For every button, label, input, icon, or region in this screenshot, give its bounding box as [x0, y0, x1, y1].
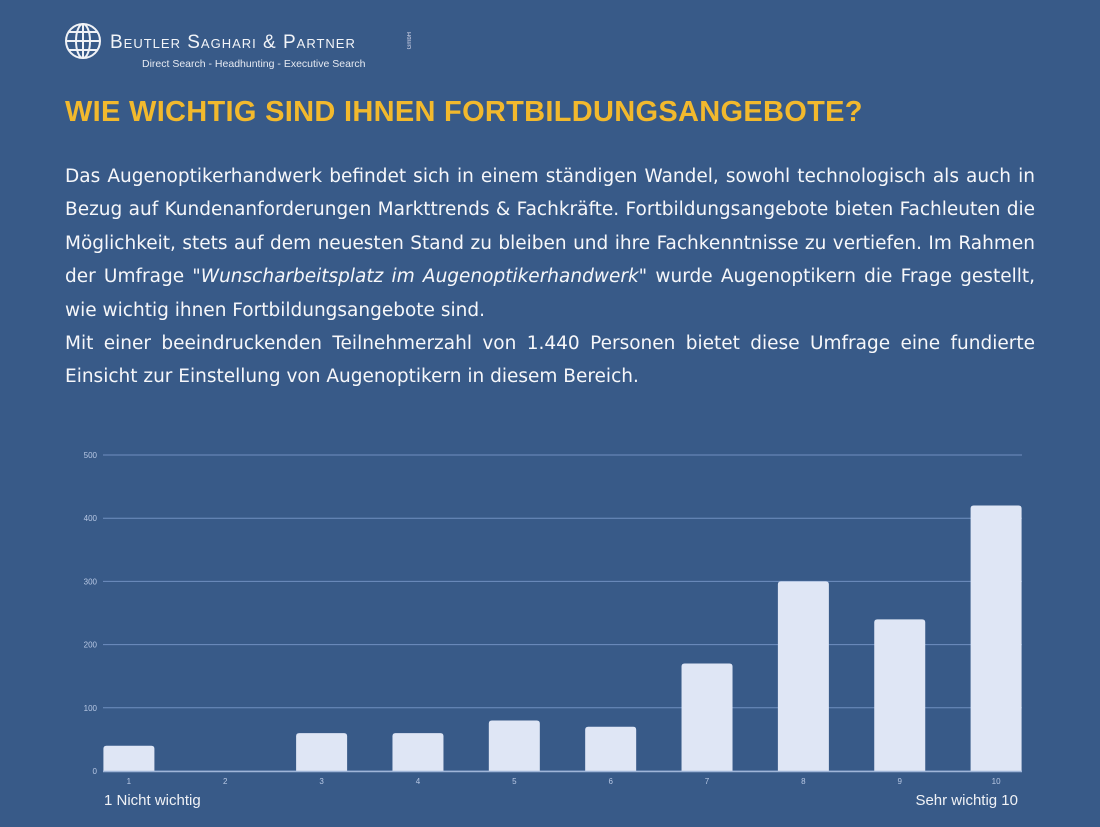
- x-tick-label: 3: [319, 777, 324, 786]
- globe-icon: [65, 23, 101, 59]
- intro-paragraph-2: Mit einer beeindruckenden Teilnehmerzahl…: [65, 333, 1035, 388]
- bar: [777, 581, 829, 771]
- x-tick-label: 7: [705, 777, 710, 786]
- bar: [970, 505, 1022, 771]
- brand-name: Beutler Saghari & Partner: [110, 32, 356, 53]
- y-tick-label: 400: [84, 514, 98, 523]
- y-tick-label: 200: [84, 641, 98, 650]
- x-label-left: 1 Nicht wichtig: [104, 792, 201, 809]
- bar: [874, 619, 926, 771]
- bar: [681, 663, 733, 771]
- intro-text: Das Augenoptikerhandwerk befindet sich i…: [65, 160, 1035, 394]
- tagline: Direct Search - Headhunting - Executive …: [142, 58, 366, 70]
- intro-paragraph-1: Das Augenoptikerhandwerk befindet sich i…: [65, 160, 1035, 327]
- bar: [296, 733, 348, 771]
- x-label-right: Sehr wichtig 10: [915, 792, 1018, 809]
- intro-text-part: Das Augenoptikerhandwerk befindet sich i…: [65, 166, 1035, 288]
- bar: [585, 726, 637, 771]
- x-tick-label: 5: [512, 777, 517, 786]
- bar: [103, 745, 155, 771]
- y-tick-label: 0: [93, 767, 98, 776]
- survey-name: "Wunscharbeitsplatz im Augenoptikerhandw…: [192, 266, 648, 288]
- bar: [488, 720, 540, 771]
- x-tick-label: 8: [801, 777, 806, 786]
- x-tick-label: 9: [898, 777, 903, 786]
- x-tick-label: 1: [127, 777, 132, 786]
- x-tick-label: 2: [223, 777, 228, 786]
- y-tick-label: 300: [84, 577, 98, 586]
- intro-text-part: wurde Augenoptikern die Frage gestellt, …: [65, 266, 1035, 321]
- y-tick-label: 500: [84, 451, 98, 460]
- y-tick-label: 100: [84, 704, 98, 713]
- bar: [392, 733, 444, 771]
- x-tick-label: 6: [608, 777, 613, 786]
- x-tick-label: 4: [416, 777, 421, 786]
- page-title: WIE WICHTIG SIND IHNEN FORTBILDUNGSANGEB…: [65, 96, 863, 128]
- x-tick-label: 10: [992, 777, 1001, 786]
